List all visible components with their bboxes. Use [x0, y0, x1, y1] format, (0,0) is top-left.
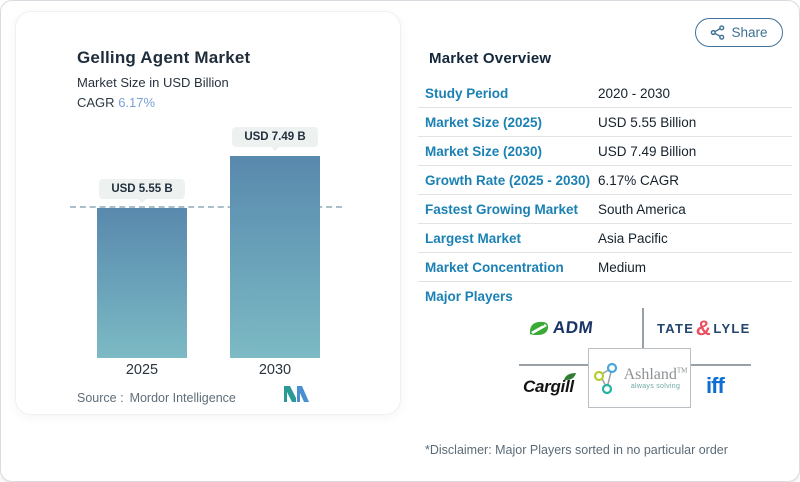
- row-label: Largest Market: [425, 230, 522, 246]
- chart-panel: Gelling Agent Market Market Size in USD …: [15, 11, 401, 415]
- mordor-intelligence-logo-icon: [284, 385, 310, 408]
- players-divider-horizontal-left: [519, 364, 588, 366]
- row-label: Market Size (2025): [425, 114, 543, 130]
- x-axis-label-2030: 2030: [258, 362, 292, 378]
- chart-title: Gelling Agent Market: [77, 48, 251, 67]
- overview-title: Market Overview: [429, 50, 552, 67]
- source-label: Source :: [77, 391, 124, 405]
- bar-value-label-2025: USD 5.55 B: [99, 179, 185, 203]
- row-value: Medium: [598, 259, 647, 275]
- source-value: Mordor Intelligence: [129, 391, 236, 405]
- players-divider-horizontal-right: [691, 364, 751, 366]
- bar-value-label-2030: USD 7.49 B: [232, 127, 318, 151]
- bar-2025: [97, 208, 187, 358]
- iff-logo: iff: [706, 373, 725, 399]
- cagr-label: CAGR: [77, 95, 115, 110]
- ashland-wordmark: AshlandTM: [623, 366, 688, 383]
- cargill-leaf-icon: [564, 373, 576, 380]
- table-row: Growth Rate (2025 - 2030) 6.17% CAGR: [418, 166, 792, 195]
- row-value: South America: [598, 201, 686, 217]
- row-label: Growth Rate (2025 - 2030): [425, 172, 591, 188]
- table-row: Fastest Growing Market South America: [418, 195, 792, 224]
- table-row: Market Concentration Medium: [418, 253, 792, 282]
- row-label: Study Period: [425, 85, 509, 101]
- chart-subtitle: Market Size in USD Billion: [77, 75, 229, 90]
- row-value: 2020 - 2030: [598, 85, 671, 101]
- share-button[interactable]: Share: [695, 18, 783, 47]
- cargill-wordmark: Cargill: [523, 377, 574, 396]
- major-players-label: Major Players: [425, 289, 513, 304]
- adm-leaf-icon: [529, 321, 549, 335]
- tate-and-lyle-logo: TATE & LYLE: [657, 314, 749, 342]
- tate-word: TATE: [657, 320, 695, 336]
- overview-table: Study Period 2020 - 2030 Market Size (20…: [418, 79, 792, 282]
- ashland-tagline: always solving: [630, 383, 681, 390]
- table-row: Study Period 2020 - 2030: [418, 79, 792, 108]
- share-icon: [711, 25, 725, 40]
- lyle-word: LYLE: [713, 320, 751, 336]
- table-row: Market Size (2025) USD 5.55 Billion: [418, 108, 792, 137]
- share-label: Share: [731, 25, 768, 40]
- reference-dashed-line: [70, 206, 342, 208]
- cagr-value: 6.17%: [118, 95, 156, 110]
- trademark-symbol: TM: [676, 366, 688, 375]
- disclaimer-text: *Disclaimer: Major Players sorted in no …: [425, 443, 728, 457]
- row-label: Fastest Growing Market: [425, 201, 579, 217]
- bar-2030: [230, 156, 320, 358]
- ampersand-icon: &: [695, 316, 713, 340]
- ashland-logo: AshlandTM always solving: [588, 348, 691, 408]
- table-row: Largest Market Asia Pacific: [418, 224, 792, 253]
- row-label: Market Size (2030): [425, 143, 543, 159]
- row-label: Market Concentration: [425, 259, 564, 275]
- table-row: Market Size (2030) USD 7.49 Billion: [418, 137, 792, 166]
- adm-wordmark: ADM: [552, 318, 595, 337]
- players-divider-vertical: [642, 308, 644, 348]
- adm-logo: ADM: [528, 316, 600, 340]
- row-value: 6.17% CAGR: [598, 172, 680, 188]
- x-axis-label-2025: 2025: [125, 362, 159, 378]
- source-line: Source : Mordor Intelligence: [77, 391, 236, 405]
- row-value: Asia Pacific: [598, 230, 668, 246]
- ashland-molecule-icon: [593, 362, 617, 394]
- iff-wordmark: iff: [706, 373, 725, 398]
- cargill-logo: Cargill: [523, 373, 583, 403]
- row-value: USD 5.55 Billion: [598, 114, 697, 130]
- row-value: USD 7.49 Billion: [598, 143, 697, 159]
- chart-cagr: CAGR 6.17%: [77, 95, 155, 110]
